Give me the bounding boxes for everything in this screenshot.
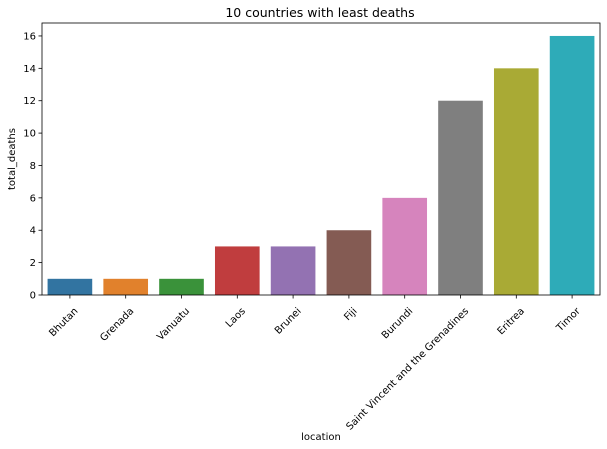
- plot-frame: [41, 22, 601, 296]
- x-tick-label: Fiji: [342, 306, 359, 323]
- bar-bhutan: [47, 278, 93, 295]
- y-axis-label: total_deaths: [7, 128, 18, 190]
- x-axis: Bhutan Grenada Vanuatu Laos Brunei Fiji Burund…: [47, 295, 583, 433]
- x-tick-label: Laos: [224, 306, 248, 330]
- bar-burundi: [382, 197, 428, 295]
- y-axis: 0 2 4 6 8 10 12 14 16: [23, 31, 42, 302]
- bar-laos: [214, 246, 260, 295]
- x-tick-label: Burundi: [380, 306, 415, 341]
- chart-title: 10 countries with least deaths: [225, 5, 414, 20]
- x-tick-label: Grenada: [98, 306, 136, 344]
- bar-grenada: [103, 278, 149, 295]
- y-tick-label: 16: [23, 31, 36, 42]
- y-tick-label: 4: [30, 226, 36, 237]
- bar-brunei: [270, 246, 316, 295]
- x-tick-label: Timor: [554, 305, 583, 334]
- x-tick-label: Eritrea: [496, 306, 527, 337]
- y-tick-label: 14: [23, 64, 36, 75]
- y-tick-label: 2: [30, 258, 36, 269]
- x-tick-label: Saint Vincent and the Grenadines: [344, 306, 471, 433]
- y-tick-label: 12: [23, 96, 36, 107]
- y-tick-label: 10: [23, 129, 36, 140]
- bar-fiji: [326, 230, 372, 295]
- bar-vanuatu: [159, 278, 204, 295]
- x-axis-label: location: [301, 432, 341, 443]
- y-tick-label: 6: [30, 193, 36, 204]
- bar-timor: [549, 35, 595, 295]
- y-tick-label: 8: [30, 161, 36, 172]
- y-tick-label: 0: [30, 291, 36, 302]
- x-tick-label: Vanuatu: [155, 306, 192, 343]
- bar-saint-vincent-and-the-grenadines: [438, 100, 483, 295]
- bars: [47, 35, 595, 295]
- x-tick-label: Brunei: [273, 306, 304, 337]
- x-tick-label: Bhutan: [47, 306, 80, 339]
- bar-eritrea: [493, 68, 539, 295]
